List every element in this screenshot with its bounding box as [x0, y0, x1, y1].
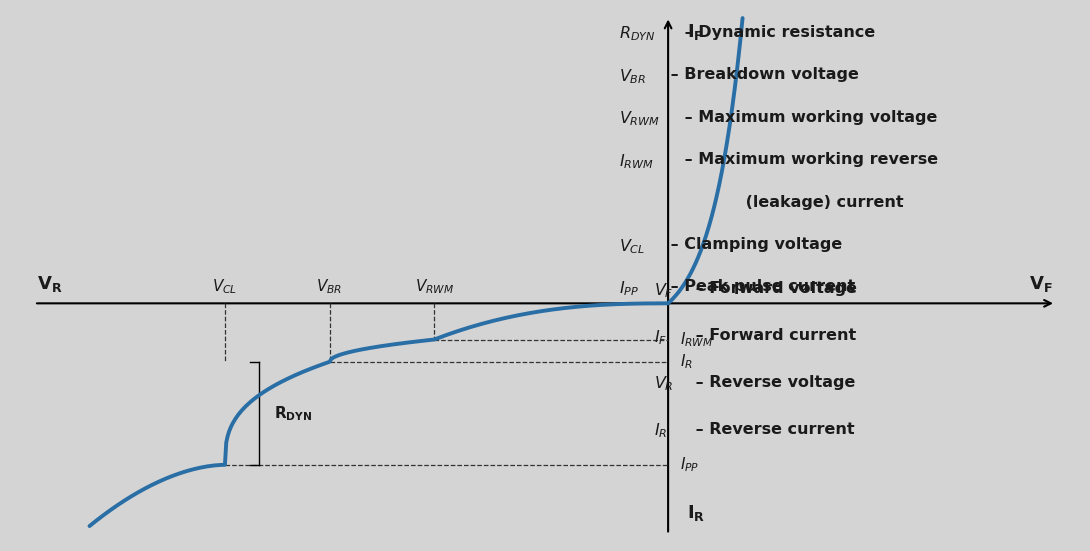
Text: – Breakdown voltage: – Breakdown voltage — [665, 67, 859, 82]
Text: (leakage) current: (leakage) current — [695, 195, 904, 209]
Text: $V_{RWM}$: $V_{RWM}$ — [414, 278, 453, 296]
Text: $I_R$: $I_R$ — [680, 353, 693, 371]
Text: $V_{CL}$: $V_{CL}$ — [619, 237, 645, 256]
Text: – Reverse voltage: – Reverse voltage — [690, 375, 856, 390]
Text: $I_{RWM}$: $I_{RWM}$ — [619, 152, 654, 171]
Text: $I_R$: $I_R$ — [654, 422, 667, 440]
Text: $V_{RWM}$: $V_{RWM}$ — [619, 110, 661, 128]
Text: $\mathbf{V_R}$: $\mathbf{V_R}$ — [37, 274, 63, 294]
Text: $I_{PP}$: $I_{PP}$ — [680, 456, 700, 474]
Text: $V_R$: $V_R$ — [654, 375, 674, 393]
Text: $V_{CL}$: $V_{CL}$ — [213, 278, 238, 296]
Text: – Reverse current: – Reverse current — [690, 422, 855, 436]
Text: $I_{RWM}$: $I_{RWM}$ — [680, 330, 714, 349]
Text: – Maximum working reverse: – Maximum working reverse — [679, 152, 938, 167]
Text: $I_{PP}$: $I_{PP}$ — [619, 279, 639, 298]
Text: $\mathbf{I_R}$: $\mathbf{I_R}$ — [687, 503, 705, 523]
Text: $R_{DYN}$: $R_{DYN}$ — [619, 25, 656, 44]
Text: – Peak pulse current: – Peak pulse current — [665, 279, 856, 294]
Text: – Maximum working voltage: – Maximum working voltage — [679, 110, 937, 125]
Text: $V_{BR}$: $V_{BR}$ — [316, 278, 342, 296]
Text: $\mathbf{R_{DYN}}$: $\mathbf{R_{DYN}}$ — [275, 404, 313, 423]
Text: $\mathbf{I_F}$: $\mathbf{I_F}$ — [687, 22, 703, 42]
Text: – Forward voltage: – Forward voltage — [690, 281, 857, 296]
Text: – Dynamic resistance: – Dynamic resistance — [679, 25, 875, 40]
Text: $\mathbf{V_F}$: $\mathbf{V_F}$ — [1029, 274, 1053, 294]
Text: $V_{BR}$: $V_{BR}$ — [619, 67, 646, 86]
Text: $V_F$: $V_F$ — [654, 281, 674, 300]
Text: $I_F$: $I_F$ — [654, 328, 667, 347]
Text: – Forward current: – Forward current — [690, 328, 857, 343]
Text: – Clamping voltage: – Clamping voltage — [665, 237, 843, 252]
